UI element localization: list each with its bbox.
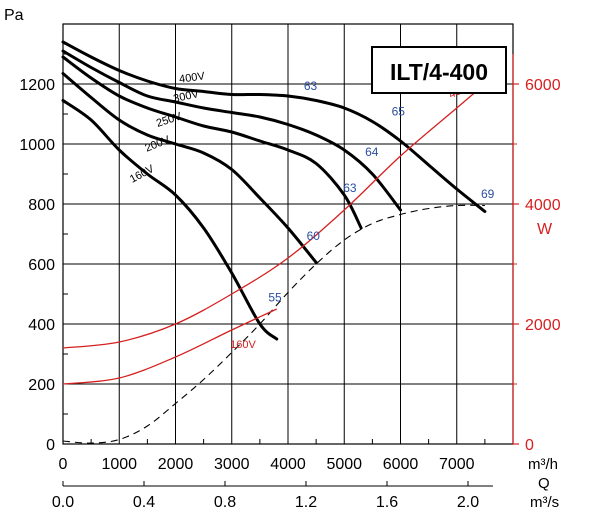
efficiency-label: 64 [365, 145, 379, 159]
pressure-curve-label: 400V [178, 70, 206, 86]
efficiency-label: 60 [307, 229, 321, 243]
efficiency-labels: 55 60 63 64 65 63 69 [268, 79, 494, 305]
x-tick-label-secondary: 1.6 [376, 494, 398, 511]
y-tick-label-right: 4000 [525, 197, 561, 214]
title-box [371, 46, 507, 94]
y-tick-label-left: 1000 [19, 137, 55, 154]
y-tick-label-left: 200 [28, 377, 55, 394]
x-axis-unit-primary: m³/h [528, 456, 558, 473]
x-tick-label: 1000 [101, 456, 137, 473]
x-axis-label: Q [538, 475, 550, 492]
system-curve-line [62, 204, 485, 444]
pressure-curve-250V [61, 55, 363, 230]
x-tick-label: 4000 [270, 456, 306, 473]
power-curve-160V [62, 308, 278, 385]
y-axis-left-label: Pa [4, 7, 24, 24]
x-axis-unit-secondary: m³/s [530, 494, 559, 511]
x-tick-label: 6000 [383, 456, 419, 473]
efficiency-label: 65 [392, 105, 406, 119]
y-tick-label-left: 600 [28, 257, 55, 274]
efficiency-label: 63 [304, 79, 318, 93]
system-curve [62, 204, 485, 444]
x-tick-label-secondary: 0.4 [133, 494, 155, 511]
x-tick-label: 7000 [439, 456, 475, 473]
pressure-curve-160V [61, 99, 279, 341]
efficiency-label: 55 [268, 291, 282, 305]
power-curves [62, 83, 486, 385]
y-tick-label-right: 2000 [525, 317, 561, 334]
x-tick-label-secondary: 1.2 [295, 494, 317, 511]
pressure-curves [61, 40, 487, 341]
chart-title: ILT/4-400 [390, 59, 488, 85]
power-curve-400V [62, 83, 486, 349]
y-tick-label-left: 1200 [19, 77, 55, 94]
efficiency-label: 63 [343, 181, 357, 195]
efficiency-label: 69 [481, 187, 495, 201]
power-curve-label: 160V [230, 339, 256, 351]
pressure-curve-200V [61, 72, 318, 264]
pressure-curve-300V [61, 49, 402, 212]
y-tick-label-left: 0 [46, 437, 55, 454]
y-tick-label-left: 800 [28, 197, 55, 214]
x-tick-label-secondary: 2.0 [457, 494, 479, 511]
y-tick-label-right: 6000 [525, 77, 561, 94]
x-tick-label: 5000 [326, 456, 362, 473]
y-axis-right-label: W [537, 221, 553, 238]
x-tick-label: 3000 [214, 456, 250, 473]
x-tick-label: 0 [59, 456, 68, 473]
y-tick-label-right: 0 [525, 437, 534, 454]
y-tick-label-left: 400 [28, 317, 55, 334]
x-tick-label-secondary: 0.0 [52, 494, 74, 511]
x-tick-label: 2000 [158, 456, 194, 473]
x-tick-label-secondary: 0.8 [214, 494, 236, 511]
pressure-curve-label: 300V [172, 88, 200, 105]
pressure-curve-400V [61, 40, 487, 213]
